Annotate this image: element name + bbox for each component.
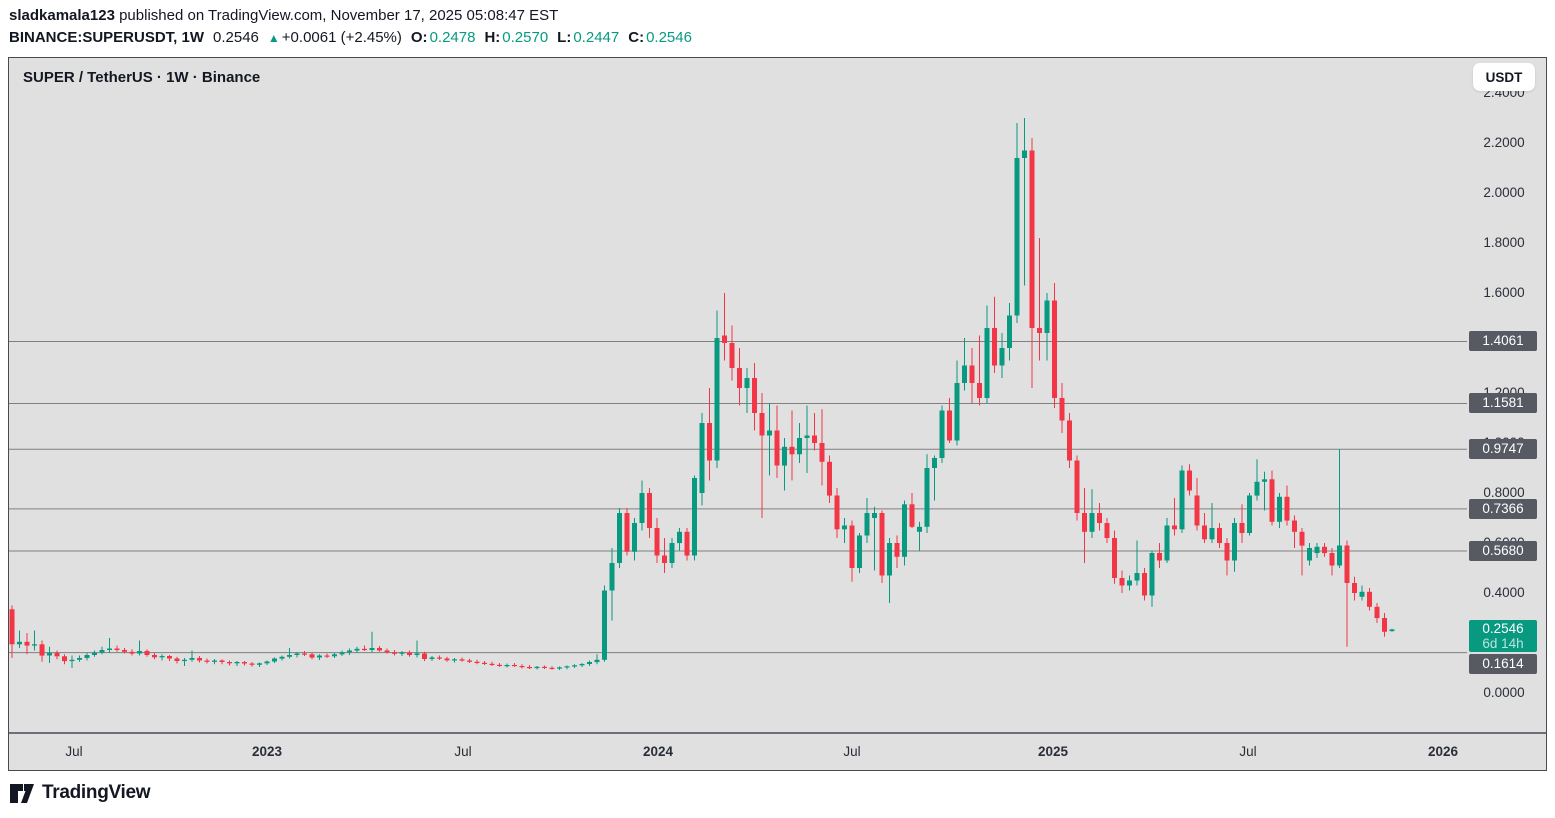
tradingview-logo-text: TradingView [42, 782, 151, 803]
currency-toggle-button[interactable]: USDT [1473, 63, 1535, 91]
price-tick-label: 1.6000 [1483, 285, 1525, 300]
publish-info-line: sladkamala123 published on TradingView.c… [9, 7, 558, 24]
time-axis-label: Jul [454, 744, 472, 759]
tradingview-logo-icon [10, 783, 34, 803]
level-price-badge: 0.5680 [1469, 541, 1537, 561]
low-value: 0.2447 [573, 29, 620, 46]
price-tick-label: 1.8000 [1483, 235, 1525, 250]
bar-countdown: 6d 14h [1482, 636, 1524, 651]
price-tick-label: 0.4000 [1483, 585, 1525, 600]
symbol-name: BINANCE:SUPERUSDT, 1W [9, 29, 205, 46]
level-price-badge: 0.1614 [1469, 653, 1537, 674]
publish-text: published on TradingView.com, November 1… [114, 7, 559, 24]
last-price-value: 0.2546 [213, 29, 259, 46]
up-arrow-icon: ▲ [267, 31, 280, 45]
high-value: 0.2570 [502, 29, 549, 46]
price-change: +0.0061 (+2.45%) [281, 29, 402, 46]
time-axis-label: 2026 [1427, 744, 1459, 759]
last-price-badge-value: 0.2546 [1482, 621, 1524, 636]
close-value: 0.2546 [646, 29, 692, 46]
level-price-badge: 0.9747 [1469, 439, 1537, 460]
symbol-info-line: BINANCE:SUPERUSDT, 1W 0.2546 ▲ +0.0061 (+2.… [9, 29, 692, 46]
open-value: 0.2478 [429, 29, 476, 46]
time-axis-label: Jul [65, 744, 83, 759]
price-tick-label: 0.0000 [1483, 685, 1525, 700]
username: sladkamala123 [9, 7, 115, 24]
high-label: H: [484, 29, 501, 46]
last-price-badge: 0.2546 6d 14h [1469, 620, 1537, 652]
close-label: C: [628, 29, 645, 46]
time-axis-label: 2023 [251, 744, 283, 759]
open-label: O: [410, 29, 428, 46]
candlestick-plot[interactable] [9, 58, 1546, 770]
level-price-badge: 1.4061 [1469, 331, 1537, 352]
price-tick-label: 2.2000 [1483, 135, 1525, 150]
time-axis-label: 2025 [1037, 744, 1069, 759]
low-label: L: [557, 29, 572, 46]
price-tick-label: 0.8000 [1483, 485, 1525, 500]
price-tick-label: 2.0000 [1483, 185, 1525, 200]
level-price-badge: 0.7366 [1469, 498, 1537, 519]
level-price-badge: 1.1581 [1469, 393, 1537, 414]
chart-title: SUPER / TetherUS · 1W · Binance [23, 69, 261, 86]
tradingview-logo[interactable]: TradingView [10, 782, 151, 804]
time-axis-label: 2024 [642, 744, 674, 759]
time-axis-label: Jul [843, 744, 861, 759]
time-axis-label: Jul [1239, 744, 1257, 759]
